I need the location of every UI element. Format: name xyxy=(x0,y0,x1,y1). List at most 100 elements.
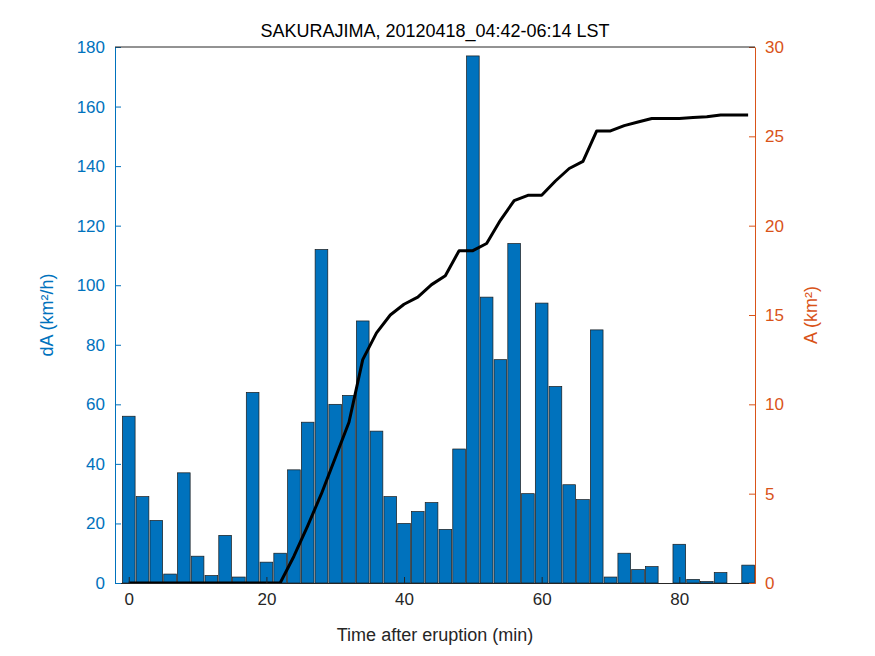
tick-label: 20 xyxy=(765,217,784,236)
tick-label: 140 xyxy=(77,157,105,176)
tick: 40 xyxy=(395,577,414,609)
tick-mark xyxy=(115,583,121,584)
tick-label: 5 xyxy=(765,485,774,504)
tick: 5 xyxy=(749,485,774,504)
tick-mark xyxy=(115,523,121,524)
bar xyxy=(494,360,507,583)
tick-label: 0 xyxy=(125,590,134,609)
tick-label: 15 xyxy=(765,306,784,325)
bar xyxy=(439,529,452,583)
bar xyxy=(659,583,672,584)
tick: 120 xyxy=(77,217,121,236)
tick-mark xyxy=(749,315,755,316)
bar xyxy=(453,449,466,583)
bar xyxy=(301,422,314,583)
tick-mark xyxy=(115,226,121,227)
bar xyxy=(274,553,287,583)
tick: 180 xyxy=(77,38,121,57)
tick: 20 xyxy=(257,577,276,609)
bar xyxy=(315,249,328,583)
y-axis: 0 20 40 60 80 100 120 140 160 180 xyxy=(77,38,121,593)
title: SAKURAJIMA, 20120418_04:42-06:14 LST xyxy=(260,21,609,42)
tick-mark xyxy=(749,404,755,405)
tick-label: 120 xyxy=(77,217,105,236)
bar xyxy=(563,485,576,583)
bar xyxy=(687,579,700,583)
bar xyxy=(549,386,562,583)
tick-mark xyxy=(115,285,121,286)
y2-axis-title: A (km²) xyxy=(801,286,821,344)
axis-line xyxy=(115,48,116,584)
tick-label: 20 xyxy=(257,590,276,609)
bar xyxy=(122,416,135,583)
bar xyxy=(700,582,713,583)
tick: 140 xyxy=(77,157,121,176)
x-axis-title: Time after eruption (min) xyxy=(337,625,533,645)
axis-line xyxy=(116,583,756,584)
tick-label: 25 xyxy=(765,127,784,146)
tick-mark xyxy=(542,577,543,583)
tick: 0 xyxy=(125,577,134,609)
tick-label: 80 xyxy=(670,590,689,609)
bar xyxy=(260,562,273,583)
tick: 160 xyxy=(77,97,121,116)
bar xyxy=(522,494,535,583)
bar xyxy=(645,567,658,583)
bar xyxy=(329,404,342,583)
tick-mark xyxy=(266,577,267,583)
bar xyxy=(480,297,493,583)
bar xyxy=(246,392,259,583)
tick-label: 20 xyxy=(86,514,105,533)
tick-mark xyxy=(749,583,755,584)
tick-mark xyxy=(749,494,755,495)
bar xyxy=(714,573,727,583)
tick-mark xyxy=(115,345,121,346)
tick-mark xyxy=(749,136,755,137)
bar xyxy=(136,497,149,583)
bar xyxy=(177,473,190,583)
tick: 60 xyxy=(533,577,552,609)
bar xyxy=(411,512,424,583)
bar xyxy=(618,553,631,583)
tick: 100 xyxy=(77,276,121,295)
bar xyxy=(425,503,438,583)
tick: 25 xyxy=(749,127,784,146)
bars xyxy=(122,56,754,583)
tick: 0 xyxy=(749,574,774,593)
tick: 40 xyxy=(86,455,121,474)
line xyxy=(129,115,748,583)
tick-mark xyxy=(404,577,405,583)
bar xyxy=(384,497,397,583)
tick-label: 0 xyxy=(96,574,105,593)
tick-mark xyxy=(115,464,121,465)
bar xyxy=(191,556,204,583)
tick: 10 xyxy=(749,395,784,414)
chart: 0 20 40 60 80 0 20 40 60 80 100 120 140 160 180 0 5 10 15 2… xyxy=(0,0,875,656)
tick-label: 40 xyxy=(86,455,105,474)
tick: 0 xyxy=(96,574,121,593)
frame-top xyxy=(115,47,755,48)
tick-mark xyxy=(115,107,121,108)
tick-label: 160 xyxy=(77,97,105,116)
tick-label: 30 xyxy=(765,38,784,57)
tick-label: 80 xyxy=(86,336,105,355)
tick-label: 100 xyxy=(77,276,105,295)
axis-line xyxy=(755,48,756,584)
bar xyxy=(577,500,590,583)
bar xyxy=(219,535,232,583)
bar xyxy=(467,56,480,583)
tick-label: 60 xyxy=(86,395,105,414)
tick: 60 xyxy=(86,395,121,414)
bar xyxy=(632,570,645,583)
tick-label: 0 xyxy=(765,574,774,593)
bar xyxy=(673,544,686,583)
tick-mark xyxy=(679,577,680,583)
tick: 20 xyxy=(749,217,784,236)
plot-area xyxy=(122,56,754,583)
bar xyxy=(590,330,603,583)
tick-label: 40 xyxy=(395,590,414,609)
tick-label: 180 xyxy=(77,38,105,57)
tick-mark xyxy=(129,577,130,583)
y2-axis: 0 5 10 15 20 25 30 xyxy=(749,38,784,593)
bar xyxy=(370,431,383,583)
